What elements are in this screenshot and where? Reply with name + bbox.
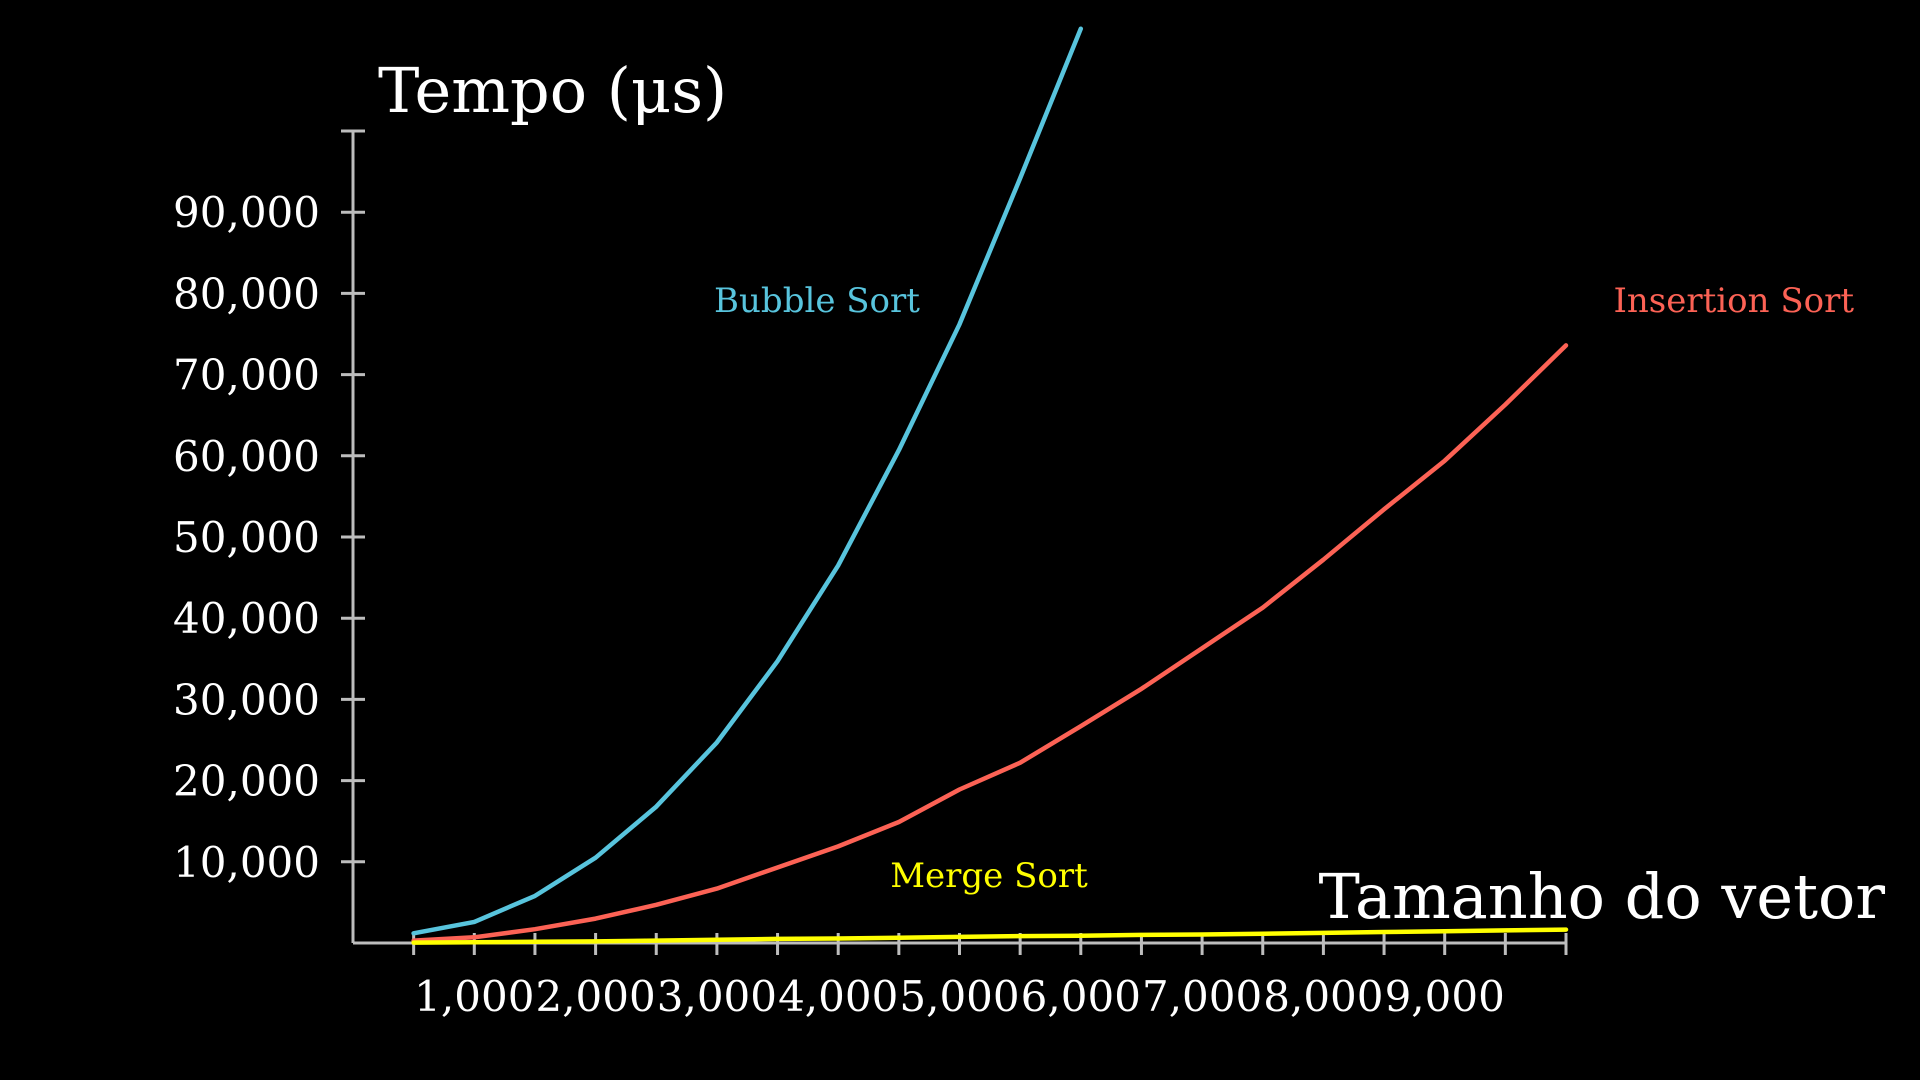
series-labels: Bubble Sort Insertion Sort Merge Sort (714, 281, 1854, 896)
series-line-bubble-sort (411, 26, 1084, 936)
axes (351, 131, 1566, 945)
x-tick-label: 8,000 (1263, 972, 1383, 1021)
y-tick-label: 90,000 (173, 188, 320, 237)
y-tick-label: 20,000 (173, 757, 320, 806)
y-tick-label: 60,000 (173, 432, 320, 481)
x-tick-label: 5,000 (899, 972, 1019, 1021)
y-axis-ticks: 10,000 20,000 30,000 40,000 50,000 60,000 70,0… (173, 129, 365, 887)
x-axis-title: Tamanho do vetor (1319, 860, 1886, 933)
series-label-merge-sort: Merge Sort (890, 856, 1088, 896)
series-line-insertion-sort (411, 343, 1569, 943)
x-tick-label: 1,000 (414, 972, 534, 1021)
x-tick-label: 2,000 (535, 972, 655, 1021)
y-tick-label: 80,000 (173, 269, 320, 318)
x-tick-label: 4,000 (778, 972, 898, 1021)
x-tick-label: 9,000 (1385, 972, 1505, 1021)
y-tick-label: 70,000 (173, 351, 320, 400)
y-tick-label: 50,000 (173, 513, 320, 562)
y-tick-label: 10,000 (173, 838, 320, 887)
x-tick-label: 6,000 (1021, 972, 1141, 1021)
series-line-merge-sort (411, 927, 1569, 945)
x-tick-label: 7,000 (1142, 972, 1262, 1021)
x-axis-ticks: 1,000 2,000 3,000 4,000 5,000 6,000 7,000 8,000… (412, 933, 1568, 1021)
y-tick-label: 30,000 (173, 675, 320, 724)
y-tick-label: 40,000 (173, 594, 320, 643)
y-axis-title: Tempo (μs) (378, 54, 727, 127)
x-tick-label: 3,000 (657, 972, 777, 1021)
series-label-insertion-sort: Insertion Sort (1613, 281, 1854, 321)
series-lines (411, 26, 1569, 945)
series-label-bubble-sort: Bubble Sort (714, 281, 920, 321)
